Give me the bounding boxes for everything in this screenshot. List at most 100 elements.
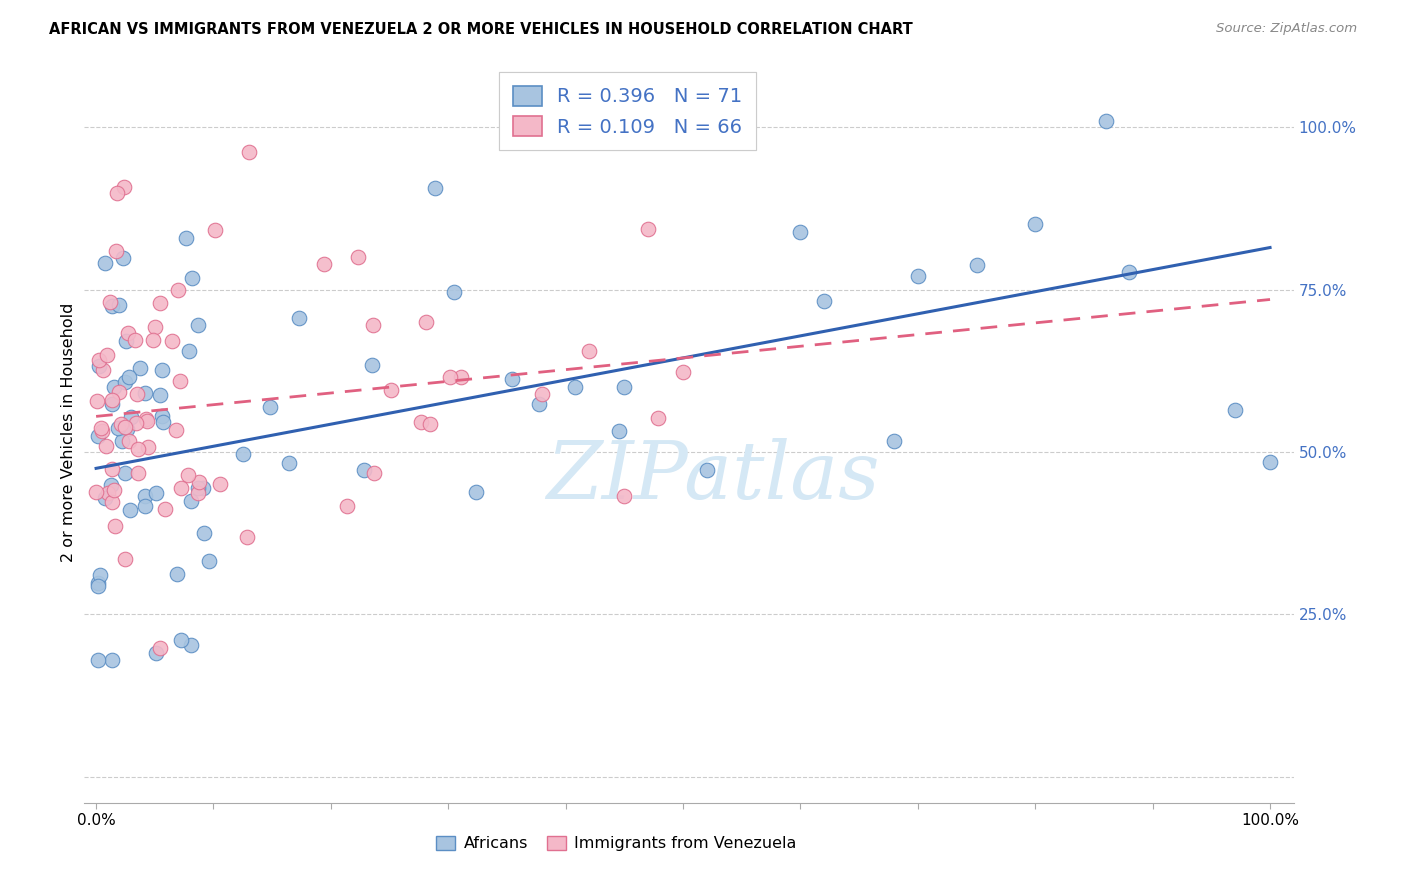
Point <box>174 231 197 245</box>
Point <box>145 646 167 660</box>
Point <box>127 466 149 480</box>
Point <box>204 223 226 237</box>
Point <box>169 374 191 388</box>
Point <box>208 476 231 491</box>
Point <box>134 500 156 514</box>
Point <box>112 180 135 194</box>
Point <box>152 415 174 429</box>
Point <box>91 362 114 376</box>
Point <box>607 424 630 438</box>
Point <box>439 370 461 384</box>
Point <box>360 358 382 372</box>
Point <box>150 409 173 423</box>
Point <box>103 483 125 498</box>
Point <box>107 298 129 312</box>
Point <box>191 481 214 495</box>
Point <box>104 518 127 533</box>
Point <box>177 467 200 482</box>
Point <box>180 638 202 652</box>
Point <box>236 530 259 544</box>
Point <box>101 462 124 476</box>
Point <box>114 376 136 390</box>
Point <box>813 293 835 308</box>
Point <box>423 181 446 195</box>
Point <box>101 495 124 509</box>
Point <box>93 256 115 270</box>
Point <box>101 653 124 667</box>
Point <box>361 318 384 332</box>
Point <box>93 491 115 505</box>
Point <box>114 420 136 434</box>
Point <box>87 576 110 591</box>
Point <box>1258 455 1281 469</box>
Point <box>153 501 176 516</box>
Point <box>120 410 142 425</box>
Point <box>135 414 157 428</box>
Point <box>363 466 385 480</box>
Point <box>111 251 134 265</box>
Point <box>94 439 117 453</box>
Point <box>1094 114 1116 128</box>
Point <box>96 348 118 362</box>
Point <box>86 393 108 408</box>
Point <box>86 579 108 593</box>
Point <box>100 397 122 411</box>
Point <box>637 222 659 236</box>
Point <box>353 463 375 477</box>
Point <box>118 434 141 448</box>
Point <box>114 552 136 566</box>
Point <box>160 334 183 348</box>
Point <box>120 502 142 516</box>
Point <box>149 296 172 310</box>
Point <box>169 632 191 647</box>
Point <box>465 484 488 499</box>
Point <box>87 653 110 667</box>
Point <box>115 422 138 436</box>
Point <box>167 283 190 297</box>
Point <box>197 554 219 568</box>
Point <box>883 434 905 448</box>
Point <box>108 384 131 399</box>
Point <box>136 440 159 454</box>
Point <box>411 416 433 430</box>
Point <box>127 442 149 456</box>
Point <box>118 370 141 384</box>
Point <box>672 366 695 380</box>
Point <box>100 478 122 492</box>
Point <box>187 481 209 495</box>
Point <box>142 333 165 347</box>
Point <box>149 388 172 402</box>
Text: Source: ZipAtlas.com: Source: ZipAtlas.com <box>1216 22 1357 36</box>
Point <box>531 387 554 401</box>
Point <box>193 526 215 541</box>
Point <box>415 315 437 329</box>
Point <box>187 485 209 500</box>
Point <box>117 326 139 340</box>
Point <box>98 295 121 310</box>
Point <box>232 447 254 461</box>
Point <box>238 145 260 160</box>
Point <box>135 412 157 426</box>
Point <box>150 363 173 377</box>
Point <box>187 318 209 332</box>
Point <box>647 411 669 425</box>
Point <box>101 393 124 408</box>
Point <box>89 567 111 582</box>
Point <box>170 482 193 496</box>
Point <box>288 310 311 325</box>
Point <box>129 360 152 375</box>
Point <box>103 380 125 394</box>
Point <box>347 250 370 264</box>
Point <box>100 299 122 313</box>
Point <box>124 333 146 347</box>
Point <box>134 489 156 503</box>
Point <box>97 486 120 500</box>
Point <box>87 429 110 443</box>
Point <box>89 359 111 373</box>
Point <box>789 225 811 239</box>
Point <box>696 463 718 477</box>
Point <box>278 456 301 470</box>
Point <box>143 319 166 334</box>
Point <box>111 434 134 449</box>
Point <box>149 641 172 656</box>
